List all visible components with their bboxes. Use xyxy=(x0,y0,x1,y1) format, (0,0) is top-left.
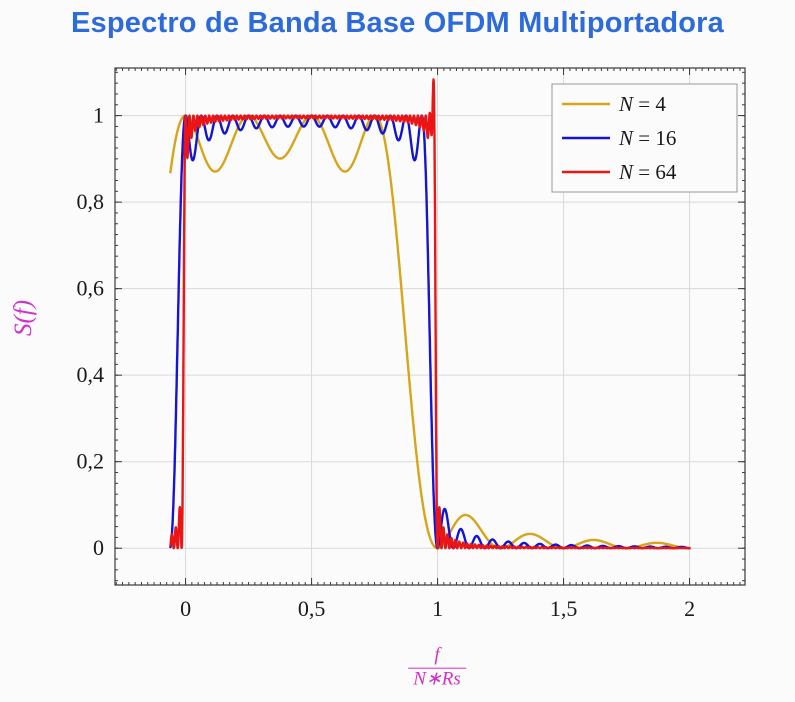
series-line-N4 xyxy=(169,114,691,550)
legend-label: N = 16 xyxy=(618,126,676,150)
legend-label: N = 4 xyxy=(618,92,666,116)
x-tick-label: 1 xyxy=(432,596,443,621)
legend-item: N = 64 xyxy=(562,160,677,184)
y-tick-label: 0,4 xyxy=(77,362,105,387)
series-line-N16 xyxy=(169,114,691,550)
y-tick-label: 0 xyxy=(93,535,104,560)
plot-frame xyxy=(114,67,746,586)
tick-labels: 0 0,5 1 1,5 2 1 0,8 0,6 0,4 0,2 0 xyxy=(77,103,696,621)
y-tick-label: 1 xyxy=(93,103,104,128)
series-lines xyxy=(169,78,691,550)
legend-label: N = 64 xyxy=(618,160,677,184)
x-axis-label-numerator: f xyxy=(434,644,440,666)
y-tick-label: 0,2 xyxy=(77,449,105,474)
x-tick-label: 0 xyxy=(180,596,191,621)
series-line-N64 xyxy=(169,78,691,550)
y-tick-label: 0,6 xyxy=(77,276,105,301)
x-tick-label: 1,5 xyxy=(550,596,578,621)
x-axis-label-denominator: N∗Rs xyxy=(408,667,466,692)
chart-title: Espectro de Banda Base OFDM Multiportado… xyxy=(71,7,724,39)
legend: N = 4 N = 16 N = 64 xyxy=(551,83,738,193)
legend-item: N = 16 xyxy=(562,126,676,150)
legend-item: N = 4 xyxy=(562,92,666,116)
x-tick-label: 0,5 xyxy=(298,596,326,621)
x-tick-label: 2 xyxy=(684,596,695,621)
y-tick-label: 0,8 xyxy=(77,189,105,214)
x-axis-label-fraction: f N∗Rs xyxy=(408,645,466,692)
y-axis-label: S(f) xyxy=(10,299,37,337)
